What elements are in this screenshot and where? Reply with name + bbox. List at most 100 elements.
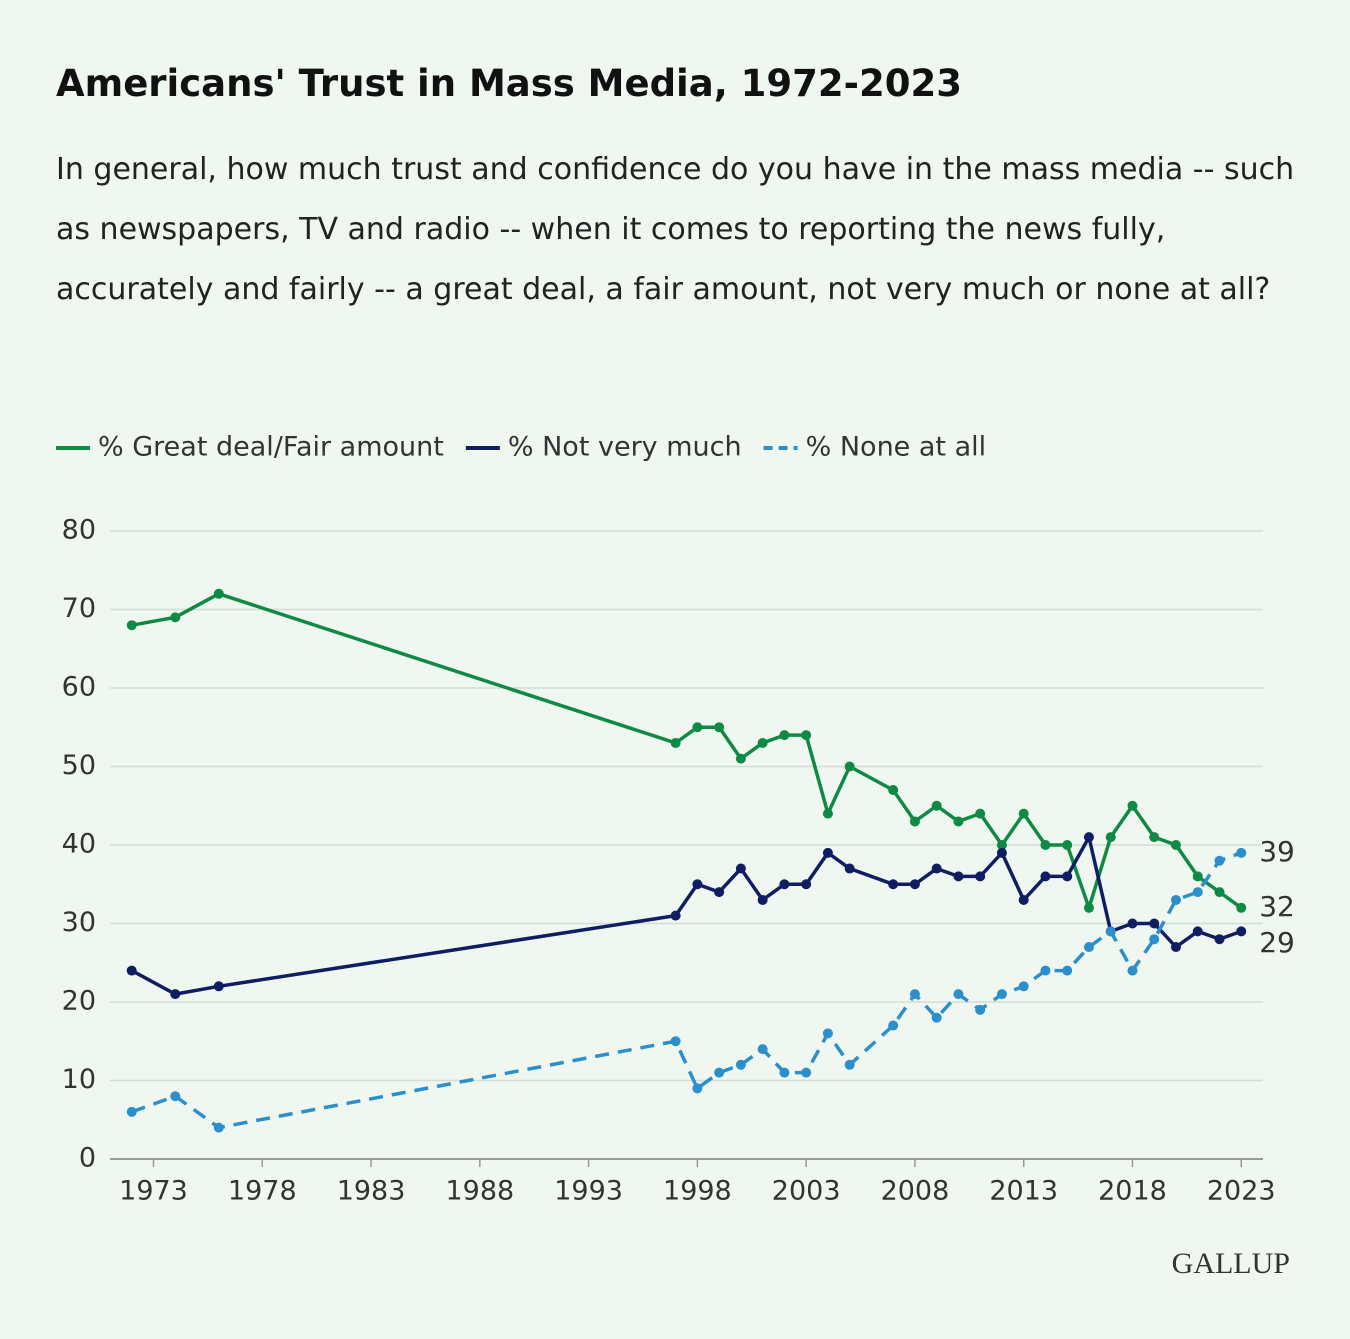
data-point — [1018, 981, 1029, 992]
data-point — [996, 847, 1007, 858]
data-point — [670, 737, 681, 748]
end-label: 39 — [1259, 835, 1295, 868]
data-point — [714, 722, 725, 733]
end-label: 29 — [1259, 926, 1295, 959]
data-point — [1236, 926, 1247, 937]
data-point — [735, 863, 746, 874]
data-point — [714, 887, 725, 898]
legend-label: % None at all — [806, 432, 987, 463]
data-point — [975, 871, 986, 882]
y-tick-label: 50 — [62, 750, 96, 781]
data-point — [996, 840, 1007, 850]
data-point — [822, 847, 833, 858]
data-point — [126, 965, 137, 976]
y-tick-label: 70 — [62, 593, 96, 624]
data-point — [975, 808, 986, 819]
data-point — [735, 1059, 746, 1070]
data-point — [1062, 840, 1073, 850]
data-point — [1105, 832, 1116, 843]
y-tick-label: 60 — [62, 672, 96, 703]
data-point — [844, 863, 855, 874]
data-point — [170, 612, 181, 623]
chart-title: Americans' Trust in Mass Media, 1972-202… — [56, 62, 962, 105]
data-point — [692, 879, 703, 890]
data-point — [975, 1004, 986, 1015]
data-point — [692, 1083, 703, 1094]
x-tick-label: 1978 — [228, 1176, 297, 1207]
data-point — [801, 730, 812, 741]
data-point — [801, 1067, 812, 1078]
legend-label: % Not very much — [508, 432, 742, 463]
end-label: 32 — [1259, 890, 1295, 923]
y-tick-label: 10 — [62, 1064, 96, 1095]
data-point — [844, 1059, 855, 1070]
data-point — [670, 910, 681, 921]
data-point — [779, 1067, 790, 1078]
data-point — [126, 1106, 137, 1117]
data-point — [909, 989, 920, 1000]
x-tick-label: 2013 — [989, 1176, 1058, 1207]
data-point — [822, 1028, 833, 1039]
data-point — [714, 1067, 725, 1078]
data-point — [213, 588, 224, 599]
x-tick-label: 2018 — [1098, 1176, 1167, 1207]
x-tick-label: 1988 — [445, 1176, 514, 1207]
data-point — [1236, 902, 1247, 913]
data-point — [909, 879, 920, 890]
data-point — [213, 1122, 224, 1133]
chart-subtitle: In general, how much trust and confidenc… — [56, 152, 1295, 307]
data-point — [888, 879, 899, 890]
data-point — [1214, 855, 1225, 866]
data-point — [1149, 934, 1160, 945]
x-tick-label: 1973 — [119, 1176, 188, 1207]
data-point — [735, 753, 746, 764]
data-point — [1127, 965, 1138, 976]
y-tick-label: 80 — [62, 515, 96, 546]
data-point — [844, 761, 855, 772]
data-point — [801, 879, 812, 890]
data-point — [1040, 840, 1051, 850]
data-point — [1127, 918, 1138, 929]
data-point — [953, 989, 964, 1000]
data-point — [1083, 832, 1094, 843]
data-point — [1170, 894, 1181, 905]
y-tick-label: 0 — [79, 1143, 96, 1174]
data-point — [1018, 808, 1029, 819]
data-point — [170, 989, 181, 1000]
x-tick-label: 1983 — [337, 1176, 406, 1207]
data-point — [1214, 887, 1225, 898]
data-point — [822, 808, 833, 819]
data-point — [1040, 965, 1051, 976]
data-point — [779, 730, 790, 741]
data-point — [931, 1012, 942, 1023]
data-point — [1062, 871, 1073, 882]
data-point — [1170, 840, 1181, 850]
data-point — [888, 785, 899, 796]
data-point — [953, 871, 964, 882]
data-point — [1149, 832, 1160, 843]
data-point — [996, 989, 1007, 1000]
x-tick-label: 2003 — [772, 1176, 841, 1207]
data-point — [1083, 942, 1094, 953]
y-tick-label: 40 — [62, 829, 96, 860]
source-logo: GALLUP — [1172, 1247, 1290, 1280]
data-point — [213, 981, 224, 992]
data-point — [888, 1020, 899, 1031]
data-point — [126, 620, 137, 631]
data-point — [757, 737, 768, 748]
data-point — [779, 879, 790, 890]
y-tick-label: 30 — [62, 907, 96, 938]
series-line — [130, 832, 1242, 996]
data-point — [670, 1036, 681, 1047]
data-point — [1062, 965, 1073, 976]
x-tick-label: 2023 — [1207, 1176, 1276, 1207]
data-point — [1192, 871, 1203, 882]
data-point — [1083, 902, 1094, 913]
data-point — [1105, 926, 1116, 937]
data-point — [931, 863, 942, 874]
data-point — [1040, 871, 1051, 882]
x-tick-label: 1998 — [663, 1176, 732, 1207]
data-point — [757, 894, 768, 905]
